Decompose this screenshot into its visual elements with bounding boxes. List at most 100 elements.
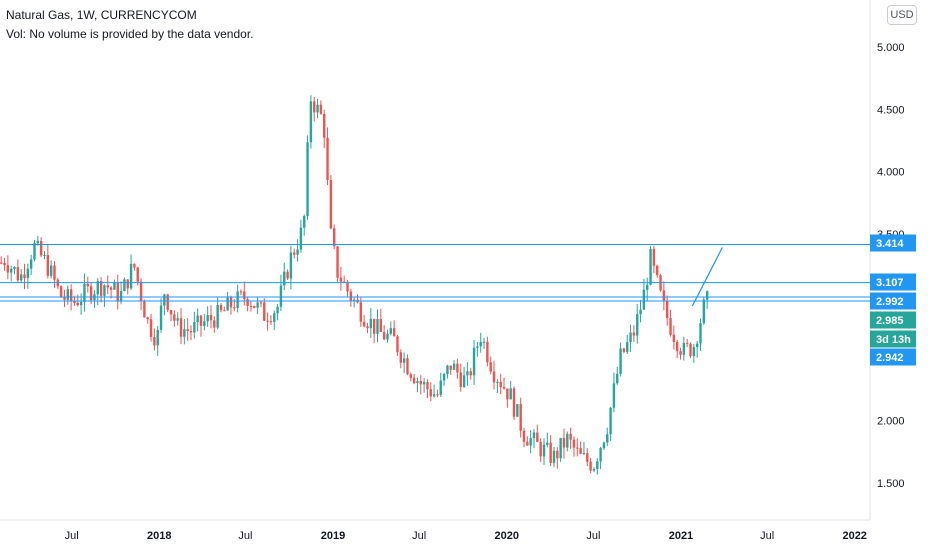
x-tick-label: Jul xyxy=(412,530,426,542)
currency-button[interactable]: USD xyxy=(887,5,917,25)
candle-body xyxy=(482,341,486,343)
candle-body xyxy=(193,322,196,333)
candle-body xyxy=(129,263,133,289)
candle-body xyxy=(626,342,629,352)
candle-body xyxy=(352,299,356,301)
candle-body xyxy=(216,304,219,328)
price-badge xyxy=(870,273,916,291)
candle-body xyxy=(83,283,86,302)
candle-body xyxy=(466,371,469,376)
candle-body xyxy=(675,342,679,352)
candle-body xyxy=(689,343,692,357)
candle-body xyxy=(519,404,522,431)
candle-body xyxy=(366,326,369,329)
candle-body xyxy=(179,318,183,337)
candle-body xyxy=(273,313,276,322)
price-badge-text: 2.942 xyxy=(876,352,904,364)
candle-body xyxy=(502,387,506,389)
candle-body xyxy=(386,333,389,340)
candle-body xyxy=(512,388,516,417)
candle-body xyxy=(392,328,396,337)
candle-body xyxy=(96,281,99,295)
candle-body xyxy=(173,314,176,321)
price-label-line: 3.107 xyxy=(870,273,916,291)
candle-body xyxy=(499,381,502,388)
candle-body xyxy=(79,301,83,306)
candle-body xyxy=(219,304,223,311)
candle-body xyxy=(509,388,512,400)
candle-body xyxy=(176,318,179,321)
candle-body xyxy=(326,137,329,181)
candle-body xyxy=(636,314,639,336)
candle-body xyxy=(239,291,243,293)
candle-body xyxy=(156,329,159,346)
candle-body xyxy=(446,365,449,374)
candle-body xyxy=(342,281,346,283)
candle-body xyxy=(209,315,213,321)
trend-line[interactable] xyxy=(691,247,723,307)
candle-body xyxy=(236,291,239,308)
candle-body xyxy=(256,302,259,308)
candle-body xyxy=(339,277,343,282)
candle-body xyxy=(679,351,682,355)
candle-body xyxy=(313,101,316,113)
horizontal-lines[interactable] xyxy=(0,243,870,302)
trend-line-group[interactable] xyxy=(691,247,723,307)
candle-body xyxy=(16,267,20,281)
candle-body xyxy=(389,328,393,334)
x-tick-label: Jul xyxy=(586,530,600,542)
candle-body xyxy=(336,246,339,278)
candle-body xyxy=(13,267,16,269)
candle-body xyxy=(469,371,472,376)
candle-body xyxy=(283,271,286,286)
candle-body xyxy=(139,281,143,302)
candle-body xyxy=(9,268,13,273)
candle-body xyxy=(556,450,559,459)
candle-body xyxy=(136,267,139,282)
candle-body xyxy=(569,433,572,440)
candle-body xyxy=(296,249,299,255)
candle-body xyxy=(183,329,186,337)
candle-body xyxy=(253,305,256,308)
candle-body xyxy=(249,305,253,307)
candle-body xyxy=(586,453,589,462)
candle-body xyxy=(429,389,432,397)
candle-body xyxy=(612,383,616,408)
candle-body xyxy=(496,381,499,383)
candle-body xyxy=(133,263,136,268)
candle-body xyxy=(506,388,509,400)
candle-body xyxy=(459,372,462,387)
candle-body xyxy=(566,433,569,448)
candle-body xyxy=(606,434,609,443)
candle-series xyxy=(0,95,709,475)
candle-body xyxy=(89,286,93,301)
candle-body xyxy=(109,287,113,290)
candle-body xyxy=(652,248,656,266)
candle-body xyxy=(409,374,412,378)
candle-body xyxy=(522,430,526,442)
price-badge-text: 3d 13h xyxy=(876,334,911,346)
price-label-countdown: 3d 13h xyxy=(870,330,916,348)
candle-body xyxy=(402,358,406,363)
candle-body xyxy=(412,377,416,384)
candle-body xyxy=(646,284,649,290)
candle-body xyxy=(442,373,446,381)
candle-body xyxy=(549,442,552,463)
candle-body xyxy=(59,286,63,298)
candle-body xyxy=(526,441,529,446)
candle-body xyxy=(406,358,409,375)
candle-body xyxy=(266,320,269,322)
candle-body xyxy=(486,341,489,363)
candle-body xyxy=(579,448,582,454)
candle-body xyxy=(19,274,23,281)
candle-body xyxy=(226,297,229,311)
candle-body xyxy=(333,228,336,247)
candle-body xyxy=(186,329,189,332)
candle-body xyxy=(39,240,43,256)
y-tick-label: 2.000 xyxy=(877,416,905,428)
candle-body xyxy=(6,265,10,273)
time-axis[interactable]: Jul 2018 Jul 2019 Jul 2020 Jul 2021 Jul 2022 xyxy=(65,530,867,542)
candle-body xyxy=(369,318,373,329)
